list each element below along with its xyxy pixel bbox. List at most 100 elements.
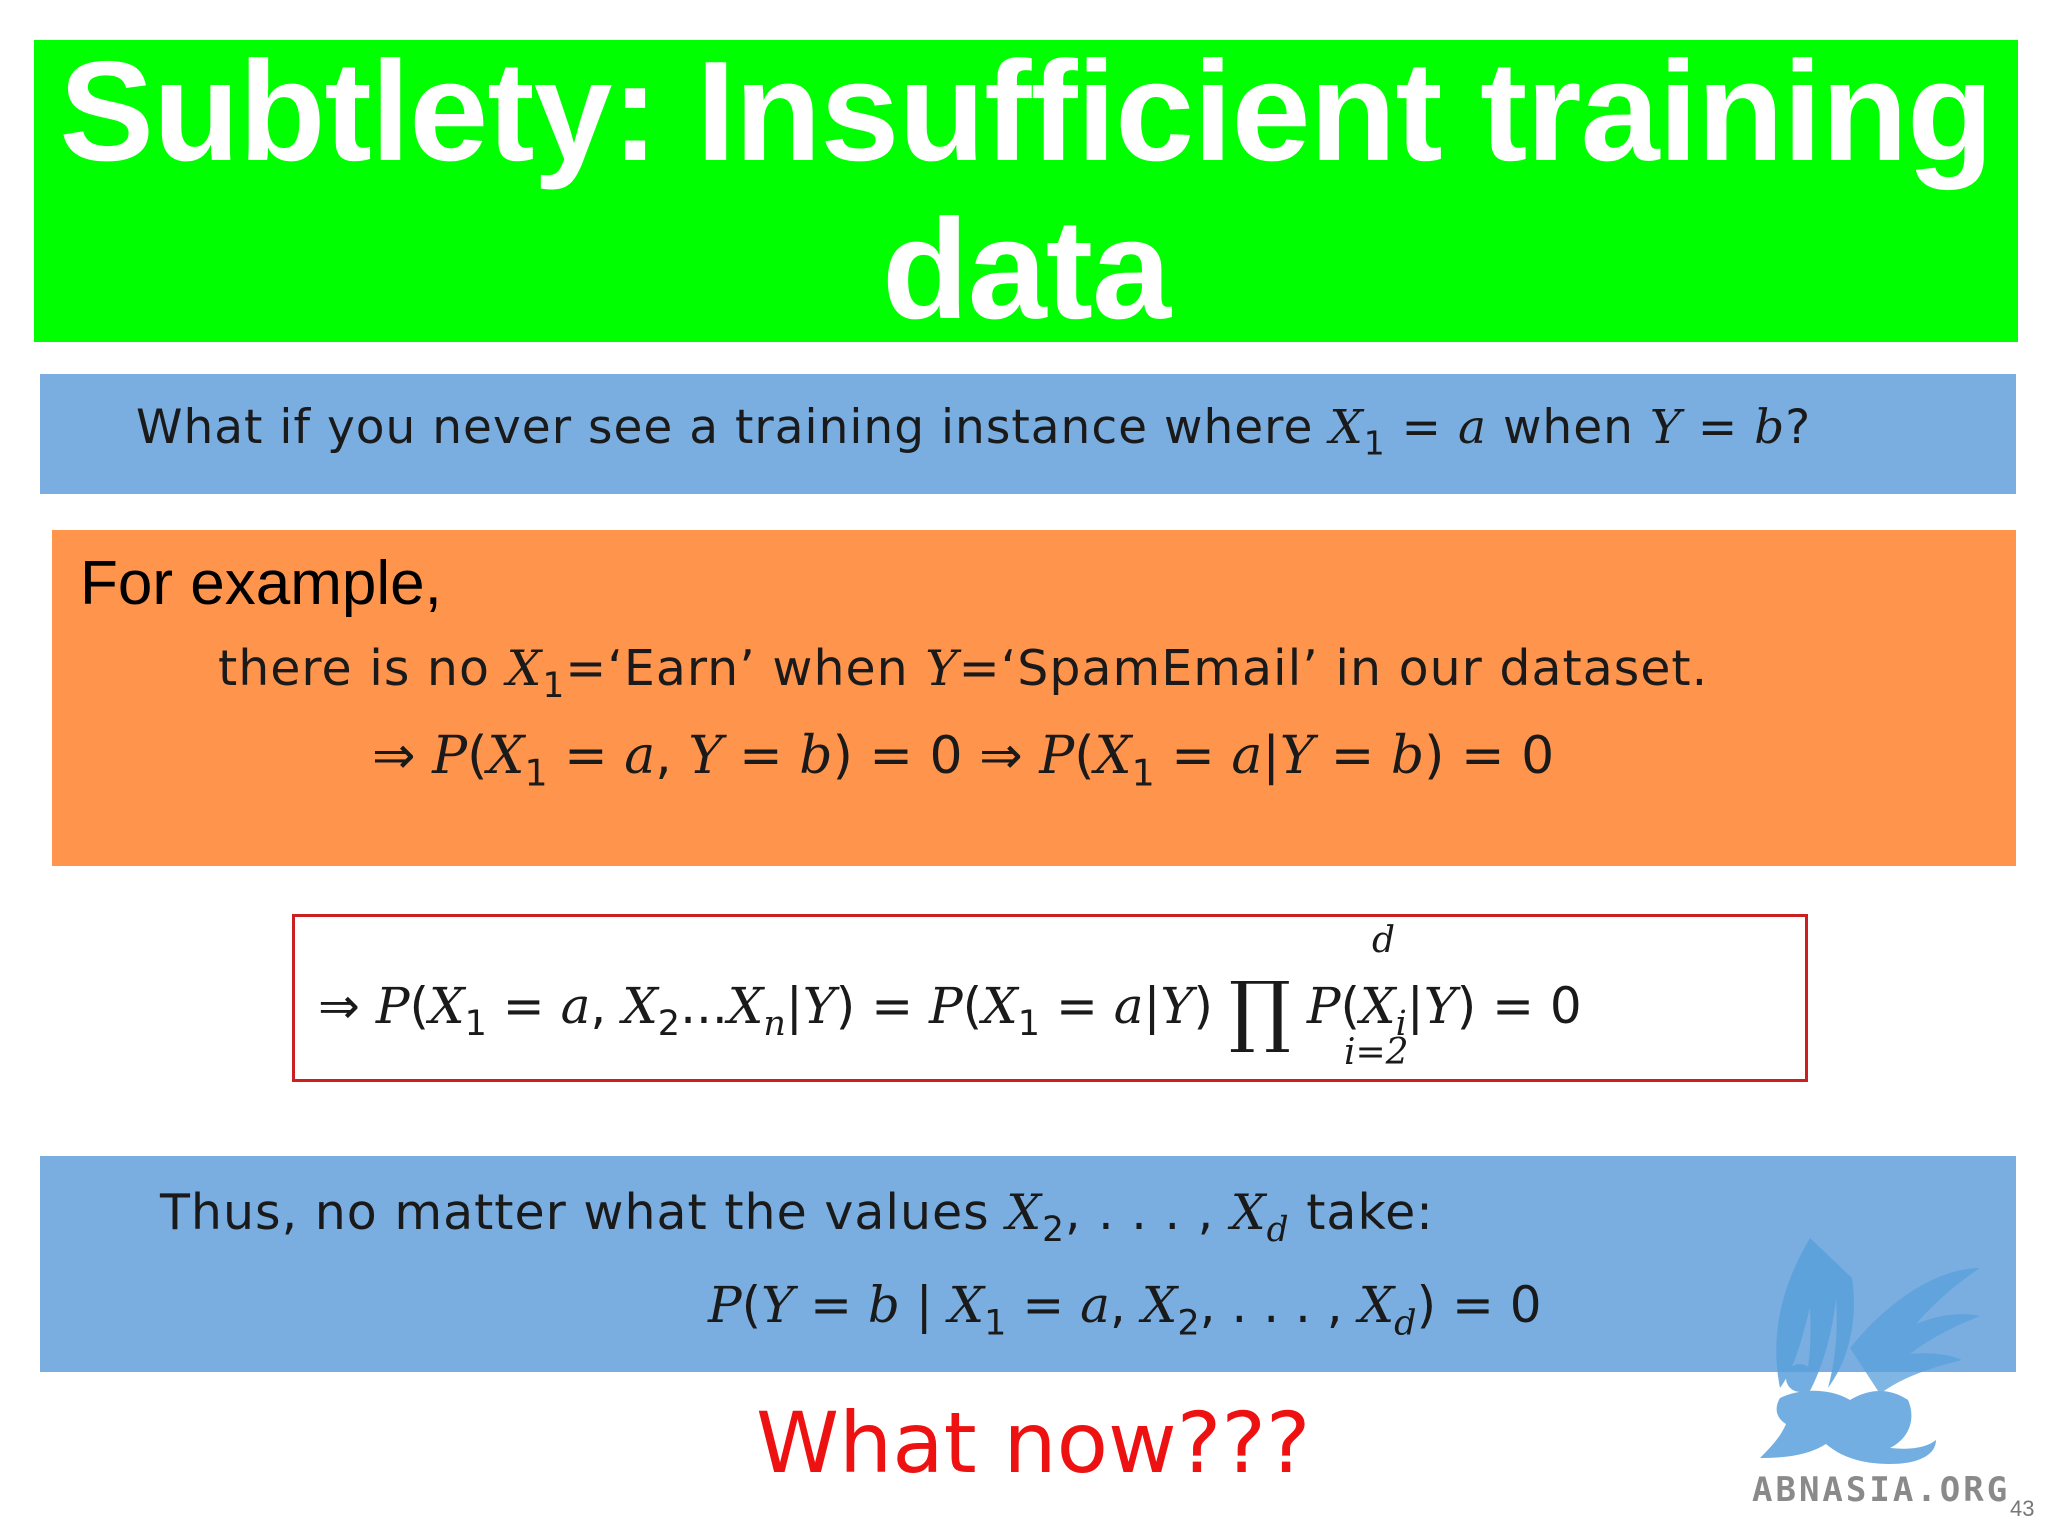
question-mark: ? [1785, 400, 1812, 455]
paren-open: ( [409, 976, 429, 1035]
example-statement: there is no X1=‘Earn’ when Y=‘SpamEmail’… [218, 640, 1708, 706]
list-separator: , . . . , [1065, 1184, 1231, 1241]
equals: = [794, 1276, 868, 1334]
slide-title-banner: Subtlety: Insufficient training data [34, 33, 2018, 349]
product-upper-limit: d [1372, 920, 1396, 961]
equals: = [1040, 976, 1114, 1035]
comma: , [590, 976, 607, 1035]
equals-zero: = 0 [1444, 726, 1555, 786]
var-x: X [948, 1276, 985, 1334]
equals: = [547, 726, 625, 786]
page-number: 43 [2010, 1496, 2035, 1521]
var-x: X [1006, 1184, 1043, 1241]
var-x: X [1141, 1276, 1178, 1334]
prob-p: P [708, 1276, 742, 1334]
implies-symbol: ⇒ [372, 726, 416, 786]
when-text: when [1487, 400, 1650, 455]
equals-zero: = 0 [1476, 976, 1582, 1035]
subscript-1: 1 [984, 1303, 1007, 1344]
prob-p: P [375, 976, 410, 1035]
equals: = [855, 976, 929, 1035]
given-bar: | [899, 1276, 949, 1334]
question-text: What if you never see a training instanc… [136, 400, 1811, 463]
given-bar: | [1143, 976, 1161, 1035]
given-bar: | [785, 976, 803, 1035]
spam-clause: =‘SpamEmail’ in our dataset. [958, 640, 1709, 697]
subscript-d: d [1394, 1303, 1417, 1344]
implies-symbol: ⇒ [318, 976, 360, 1035]
var-x: X [1094, 726, 1132, 786]
paren-close: ) [835, 976, 856, 1035]
var-x: X [1358, 1276, 1395, 1334]
conclusion-suffix: take: [1289, 1184, 1434, 1241]
equals: = [1154, 726, 1232, 786]
subscript-n: n [763, 1004, 786, 1045]
paren-close: ) [832, 726, 853, 786]
given-bar: | [1262, 726, 1280, 786]
var-x: X [487, 726, 525, 786]
subscript-1: 1 [1363, 423, 1386, 463]
slide-title: Subtlety: Insufficient training data [59, 32, 1993, 349]
product-formula: ⇒ P(X1 = a, X2...Xn|Y) = P(X1 = a|Y) ∏ P… [318, 966, 1582, 1056]
var-y: Y [1279, 726, 1315, 786]
value-b: b [1754, 400, 1786, 455]
product-lower-limit: i=2 [1344, 1032, 1409, 1073]
question-band [40, 374, 2016, 494]
highlighted-formula-box [292, 914, 1808, 1082]
subscript-1: 1 [524, 751, 548, 795]
paren-close: ) [1456, 976, 1477, 1035]
paren-open: ( [467, 726, 488, 786]
value-a: a [1080, 1276, 1110, 1334]
value-a: a [624, 726, 656, 786]
equals-zero: = 0 [852, 726, 963, 786]
equals: = [1314, 726, 1391, 786]
subscript-i: i [1395, 1004, 1407, 1045]
var-x: X [1329, 400, 1364, 455]
var-y: Y [761, 1276, 795, 1334]
prob-p: P [1039, 726, 1075, 786]
subscript-1: 1 [1131, 751, 1155, 795]
var-y: Y [802, 976, 836, 1035]
var-x: X [622, 976, 658, 1035]
subscript-d: d [1266, 1210, 1290, 1250]
equals: = [1385, 400, 1458, 455]
var-y: Y [925, 640, 959, 697]
example-prefix: there is no [218, 640, 507, 697]
var-y: Y [1423, 976, 1457, 1035]
equals-zero: = 0 [1436, 1276, 1542, 1334]
what-now-callout: What now??? [756, 1394, 1311, 1492]
paren-open: ( [1074, 726, 1095, 786]
value-a: a [1113, 976, 1144, 1035]
conclusion-band [40, 1156, 2016, 1372]
value-b: b [1390, 726, 1425, 786]
subscript-1: 1 [1017, 1004, 1041, 1045]
value-a: a [1231, 726, 1263, 786]
product-symbol: ∏ [1228, 966, 1291, 1056]
paren-close: ) [1193, 976, 1213, 1035]
paren-close: ) [1416, 1276, 1437, 1334]
paren-open: ( [741, 1276, 762, 1334]
example-implication-formula: ⇒ P(X1 = a, Y = b) = 0 ⇒ P(X1 = a|Y = b)… [372, 726, 1554, 795]
equals: = [722, 726, 800, 786]
var-x: X [1360, 976, 1396, 1035]
earn-clause: =‘Earn’ when [565, 640, 926, 697]
prob-p: P [432, 726, 468, 786]
prob-p: P [1306, 976, 1341, 1035]
var-x: X [506, 640, 543, 697]
value-a: a [560, 976, 591, 1035]
subscript-2: 2 [657, 1004, 681, 1045]
subscript-1: 1 [464, 1004, 487, 1045]
paren-close: ) [1424, 726, 1445, 786]
paren-open: ( [962, 976, 983, 1035]
var-y: Y [688, 726, 723, 786]
comma: , [1109, 1276, 1126, 1334]
given-bar: | [1406, 976, 1424, 1035]
conclusion-statement: Thus, no matter what the values X2, . . … [160, 1184, 1434, 1250]
equals: = [1006, 1276, 1081, 1334]
conclusion-prefix: Thus, no matter what the values [160, 1184, 1007, 1241]
example-heading: For example, [80, 549, 442, 618]
var-x: X [428, 976, 465, 1035]
paren-open: ( [1340, 976, 1361, 1035]
value-b: b [799, 726, 833, 786]
list-separator: , . . . , [1199, 1276, 1359, 1334]
